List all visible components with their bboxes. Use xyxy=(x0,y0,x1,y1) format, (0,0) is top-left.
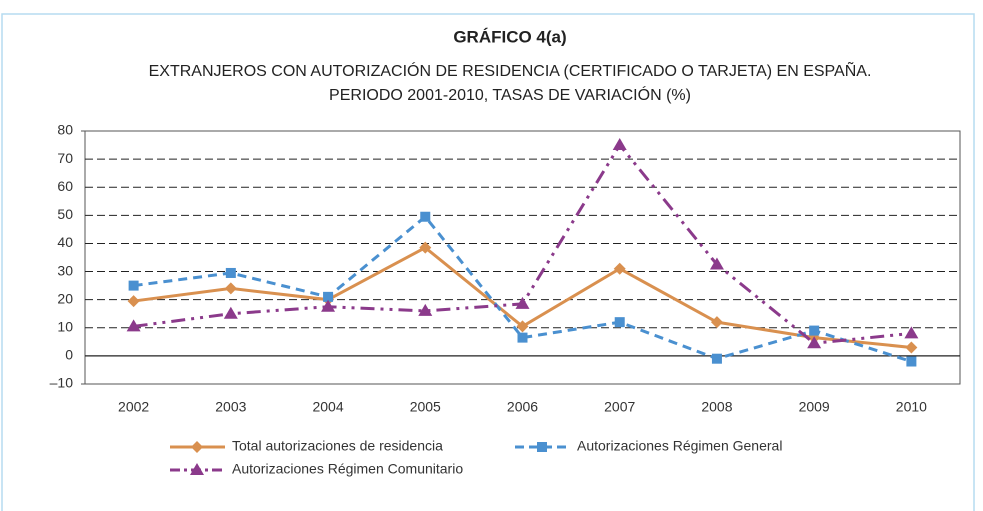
marker-square xyxy=(128,280,139,291)
y-tick-label: 10 xyxy=(57,318,73,334)
marker-square xyxy=(537,442,547,452)
x-tick-label: 2003 xyxy=(215,399,246,415)
marker-square xyxy=(420,211,431,222)
marker-square xyxy=(517,332,528,343)
y-tick-label: 20 xyxy=(57,290,73,306)
marker-square xyxy=(711,353,722,364)
marker-diamond xyxy=(905,341,918,354)
y-tick-label: 60 xyxy=(57,178,73,194)
chart-subtitle: PERIODO 2001-2010, TASAS DE VARIACIÓN (%… xyxy=(329,85,691,104)
marker-square xyxy=(614,317,625,328)
marker-triangle xyxy=(223,306,238,319)
marker-diamond xyxy=(191,441,203,453)
marker-triangle xyxy=(904,326,919,339)
legend-label: Autorizaciones Régimen Comunitario xyxy=(232,461,463,477)
marker-triangle xyxy=(807,336,822,349)
marker-triangle xyxy=(190,463,204,475)
y-tick-label: 70 xyxy=(57,150,73,166)
x-tick-label: 2010 xyxy=(896,399,927,415)
x-tick-label: 2002 xyxy=(118,399,149,415)
chart-subtitle: EXTRANJEROS CON AUTORIZACIÓN DE RESIDENC… xyxy=(149,60,872,80)
x-tick-label: 2005 xyxy=(410,399,441,415)
marker-triangle xyxy=(709,257,724,270)
y-tick-label: 0 xyxy=(65,347,73,363)
marker-diamond xyxy=(516,320,529,333)
marker-diamond xyxy=(613,262,626,275)
marker-triangle xyxy=(418,303,433,316)
y-tick-label: –10 xyxy=(50,375,74,391)
y-tick-label: 80 xyxy=(57,122,73,138)
y-tick-label: 30 xyxy=(57,262,73,278)
plot-area xyxy=(84,130,961,385)
chart-title: GRÁFICO 4(a) xyxy=(453,27,566,46)
marker-triangle xyxy=(126,319,141,332)
x-tick-label: 2009 xyxy=(799,399,830,415)
legend-label: Autorizaciones Régimen General xyxy=(577,438,782,454)
marker-triangle xyxy=(515,296,530,309)
marker-diamond xyxy=(224,282,237,295)
marker-diamond xyxy=(127,295,140,308)
marker-triangle xyxy=(612,138,627,151)
marker-square xyxy=(225,267,236,278)
marker-diamond xyxy=(710,316,723,329)
x-tick-label: 2004 xyxy=(312,399,343,415)
x-tick-label: 2007 xyxy=(604,399,635,415)
frame xyxy=(1,13,975,511)
series-line xyxy=(133,142,912,345)
marker-square xyxy=(906,356,917,367)
x-tick-label: 2006 xyxy=(507,399,538,415)
marker-square xyxy=(323,291,334,302)
marker-diamond xyxy=(419,241,432,254)
legend-label: Total autorizaciones de residencia xyxy=(232,438,443,454)
marker-triangle xyxy=(321,299,336,312)
marker-square xyxy=(809,325,820,336)
x-tick-label: 2008 xyxy=(701,399,732,415)
y-tick-label: 40 xyxy=(57,234,73,250)
y-tick-label: 50 xyxy=(57,206,73,222)
